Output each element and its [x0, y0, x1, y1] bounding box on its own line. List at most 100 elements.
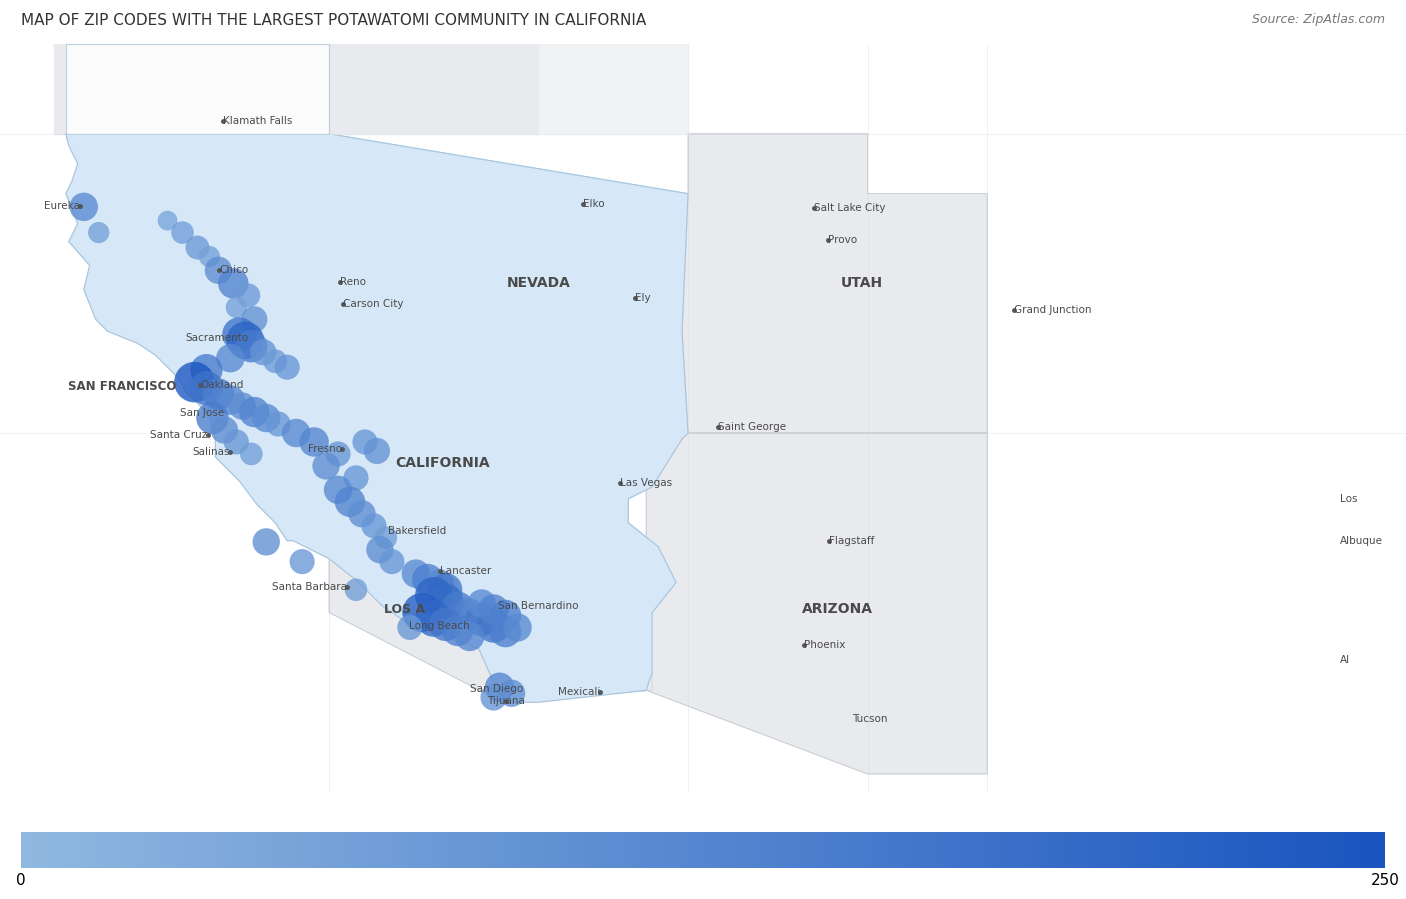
Point: [252, 345, 274, 360]
Text: Oakland: Oakland: [201, 380, 243, 390]
Text: LOS A: LOS A: [384, 603, 425, 616]
Point: [315, 458, 337, 473]
Polygon shape: [647, 433, 987, 774]
Point: [183, 375, 205, 389]
Point: [423, 589, 446, 603]
Polygon shape: [53, 44, 538, 134]
Point: [87, 226, 110, 240]
Point: [339, 494, 361, 509]
Text: Las Vegas: Las Vegas: [620, 477, 672, 487]
Point: [447, 623, 470, 637]
Point: [488, 680, 510, 694]
Point: [243, 405, 266, 419]
Point: [222, 276, 245, 290]
Text: Salinas: Salinas: [193, 447, 231, 457]
Point: [198, 249, 221, 263]
Point: [501, 686, 523, 700]
Text: Provo: Provo: [828, 235, 858, 245]
Point: [73, 200, 96, 214]
Text: CALIFORNIA: CALIFORNIA: [395, 456, 491, 470]
Text: Fresno: Fresno: [308, 444, 342, 454]
Point: [458, 607, 481, 621]
Text: Tucson: Tucson: [852, 714, 887, 724]
Point: [233, 333, 256, 347]
Text: Salt Lake City: Salt Lake City: [814, 203, 886, 213]
Point: [482, 619, 505, 633]
Text: Tijuana: Tijuana: [488, 696, 524, 706]
Point: [326, 483, 349, 497]
Text: Bakersfield: Bakersfield: [388, 526, 446, 536]
Point: [482, 602, 505, 617]
Point: [267, 417, 290, 432]
Point: [243, 312, 266, 326]
Text: Saint George: Saint George: [718, 422, 786, 432]
Point: [471, 596, 494, 610]
Text: Al: Al: [1340, 655, 1350, 665]
Text: Klamath Falls: Klamath Falls: [222, 116, 292, 126]
Text: Flagstaff: Flagstaff: [828, 536, 875, 546]
Point: [350, 506, 373, 521]
Point: [506, 620, 529, 635]
Text: Albuque: Albuque: [1340, 536, 1384, 546]
Text: Ely: Ely: [634, 293, 651, 303]
Text: San Jose: San Jose: [180, 407, 225, 418]
Text: Lancaster: Lancaster: [440, 565, 492, 575]
Point: [195, 381, 218, 396]
Point: [186, 240, 208, 254]
Point: [434, 583, 457, 597]
Text: Chico: Chico: [219, 264, 247, 275]
Text: Carson City: Carson City: [343, 298, 404, 308]
Point: [363, 519, 385, 533]
Point: [447, 601, 470, 615]
Point: [219, 351, 242, 365]
Point: [405, 566, 427, 581]
Point: [276, 360, 298, 374]
Polygon shape: [682, 134, 987, 433]
Point: [482, 690, 505, 705]
Point: [374, 530, 396, 545]
Text: San Bernardino: San Bernardino: [498, 601, 579, 611]
Polygon shape: [66, 134, 688, 702]
Point: [416, 573, 439, 587]
Point: [366, 444, 388, 458]
Point: [228, 327, 250, 342]
Point: [434, 594, 457, 609]
Text: Long Beach: Long Beach: [409, 621, 470, 631]
Point: [495, 609, 517, 623]
Point: [429, 576, 451, 591]
Point: [434, 618, 457, 632]
Text: Source: ZipAtlas.com: Source: ZipAtlas.com: [1251, 13, 1385, 26]
Text: Sacramento: Sacramento: [186, 334, 249, 343]
Text: Santa Barbara: Santa Barbara: [271, 583, 347, 592]
Text: Eureka: Eureka: [44, 200, 80, 210]
Point: [254, 411, 277, 425]
Point: [291, 555, 314, 569]
Point: [195, 363, 218, 378]
Polygon shape: [329, 44, 688, 134]
Text: NEVADA: NEVADA: [506, 276, 571, 290]
Text: Reno: Reno: [340, 277, 367, 287]
Point: [238, 289, 260, 303]
Point: [368, 542, 391, 556]
Point: [240, 339, 263, 353]
Text: Mexicali: Mexicali: [558, 687, 600, 697]
Point: [240, 447, 263, 461]
Point: [411, 605, 433, 619]
Point: [344, 471, 367, 485]
Text: MAP OF ZIP CODES WITH THE LARGEST POTAWATOMI COMMUNITY IN CALIFORNIA: MAP OF ZIP CODES WITH THE LARGEST POTAWA…: [21, 13, 647, 29]
Point: [156, 213, 179, 227]
Point: [214, 423, 236, 437]
Text: ARIZONA: ARIZONA: [801, 602, 873, 617]
Point: [207, 387, 229, 401]
Point: [225, 435, 247, 450]
Point: [254, 535, 277, 549]
Point: [495, 625, 517, 639]
Text: San Diego: San Diego: [470, 684, 523, 694]
Point: [458, 629, 481, 644]
Text: Santa Cruz: Santa Cruz: [150, 430, 208, 440]
Point: [225, 300, 247, 315]
Point: [231, 399, 253, 414]
Point: [423, 611, 446, 626]
Point: [285, 426, 308, 441]
Point: [398, 620, 420, 635]
